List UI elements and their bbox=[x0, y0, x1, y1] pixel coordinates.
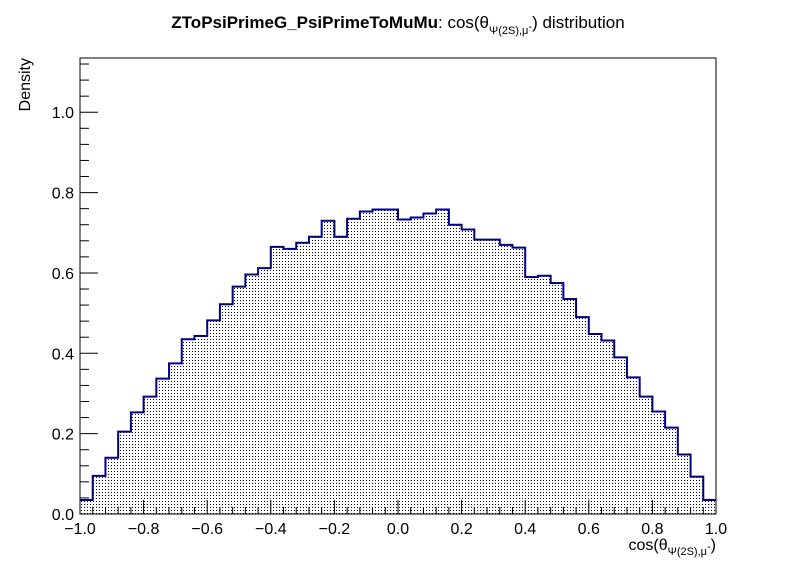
histogram-bin bbox=[181, 339, 195, 514]
y-tick-label: 1.0 bbox=[52, 105, 74, 122]
histogram-bin bbox=[487, 239, 500, 514]
histogram-bin bbox=[398, 219, 411, 515]
chart-title-bold: ZToPsiPrimeG_PsiPrimeToMuMu bbox=[171, 13, 438, 32]
histogram-bin bbox=[321, 220, 335, 514]
x-tick-label: 1.0 bbox=[705, 521, 727, 538]
histogram-bin bbox=[448, 224, 462, 515]
histogram-bin bbox=[639, 396, 653, 514]
histogram-bin bbox=[677, 454, 691, 514]
y-tick-label: 0.6 bbox=[52, 266, 74, 283]
histogram-outline bbox=[80, 208, 716, 501]
y-tick-label: 0.8 bbox=[52, 186, 74, 203]
histogram-bin bbox=[614, 357, 627, 514]
histogram-bin bbox=[80, 499, 93, 514]
histogram-bin bbox=[703, 499, 716, 514]
y-tick-label: 0.2 bbox=[52, 427, 74, 444]
x-tick-label: 0.6 bbox=[578, 521, 600, 538]
x-axis-label-subscript: Ψ(2S),μ bbox=[668, 546, 707, 558]
histogram-bin bbox=[105, 457, 119, 514]
chart-title-superscript: - bbox=[528, 21, 532, 33]
histogram-bin bbox=[385, 209, 398, 515]
x-tick-label: 0.4 bbox=[514, 521, 536, 538]
histogram-bin bbox=[410, 217, 424, 514]
x-tick-label: −0.8 bbox=[128, 521, 160, 538]
histogram-bin bbox=[92, 475, 106, 514]
x-tick-label: −0.2 bbox=[319, 521, 351, 538]
histogram-bin bbox=[512, 247, 526, 514]
histogram-bin bbox=[626, 377, 640, 514]
x-tick-label: 0.2 bbox=[450, 521, 472, 538]
y-tick-label: 0.4 bbox=[52, 346, 74, 363]
x-axis-label-superscript: - bbox=[707, 541, 711, 553]
chart-title-subscript: Ψ(2S),μ bbox=[489, 25, 528, 37]
histogram-bars bbox=[80, 208, 716, 515]
histogram-bin bbox=[308, 236, 322, 515]
histogram-bin bbox=[156, 378, 170, 514]
histogram-bin bbox=[537, 275, 551, 514]
histogram-bin bbox=[169, 363, 182, 514]
histogram-bin bbox=[296, 242, 309, 514]
histogram-bin bbox=[436, 209, 449, 515]
x-tick-label: −0.4 bbox=[255, 521, 287, 538]
histogram-bin bbox=[219, 304, 233, 514]
chart-title-rest: : cos(θ bbox=[438, 13, 489, 32]
histogram-bin bbox=[245, 274, 259, 514]
y-tick-label: 0.0 bbox=[52, 507, 74, 524]
histogram-bin bbox=[601, 340, 615, 514]
x-axis-label-main: cos(θ bbox=[629, 537, 668, 554]
y-axis-label: Density bbox=[17, 58, 34, 111]
histogram-bin bbox=[194, 336, 208, 514]
histogram-bin bbox=[588, 334, 602, 514]
histogram-bin bbox=[232, 286, 246, 514]
x-tick-label: 0.8 bbox=[641, 521, 663, 538]
axes: −1.0 −0.8 −0.6 −0.4 −0.2 0.0 0.2 0.4 0.6 0.8 1.0 0.… bbox=[52, 63, 727, 538]
histogram-bin bbox=[258, 268, 271, 514]
histogram-bin bbox=[474, 239, 488, 514]
histogram-bin bbox=[118, 431, 131, 514]
histogram-bin bbox=[283, 248, 297, 514]
histogram-bin bbox=[461, 229, 475, 514]
chart-title-end: ) distribution bbox=[532, 13, 625, 32]
histogram-bin bbox=[576, 317, 589, 514]
histogram-bin bbox=[334, 236, 348, 515]
histogram-bin bbox=[423, 213, 437, 514]
histogram-bin bbox=[563, 299, 577, 514]
x-axis-label-end: ) bbox=[711, 537, 716, 554]
histogram-bin bbox=[665, 427, 678, 514]
histogram-bin bbox=[207, 320, 220, 514]
x-tick-label: 0.0 bbox=[387, 521, 409, 538]
histogram-bin bbox=[130, 412, 144, 514]
histogram-bin bbox=[690, 476, 704, 514]
x-tick-label: −0.6 bbox=[191, 521, 223, 538]
x-axis-label: cos(θΨ(2S),μ-) bbox=[629, 537, 717, 558]
histogram-bin bbox=[347, 218, 360, 515]
histogram-bin bbox=[270, 246, 284, 515]
histogram-bin bbox=[143, 396, 157, 514]
x-tick-label: −1.0 bbox=[64, 521, 96, 538]
histogram-bin bbox=[359, 211, 373, 514]
histogram-bin bbox=[372, 209, 386, 515]
histogram-bin bbox=[652, 411, 666, 514]
chart-title: ZToPsiPrimeG_PsiPrimeToMuMu: cos(θΨ(2S),… bbox=[171, 13, 624, 37]
histogram-bin bbox=[550, 282, 564, 514]
histogram-bin bbox=[525, 276, 538, 514]
histogram-bin bbox=[499, 244, 513, 514]
